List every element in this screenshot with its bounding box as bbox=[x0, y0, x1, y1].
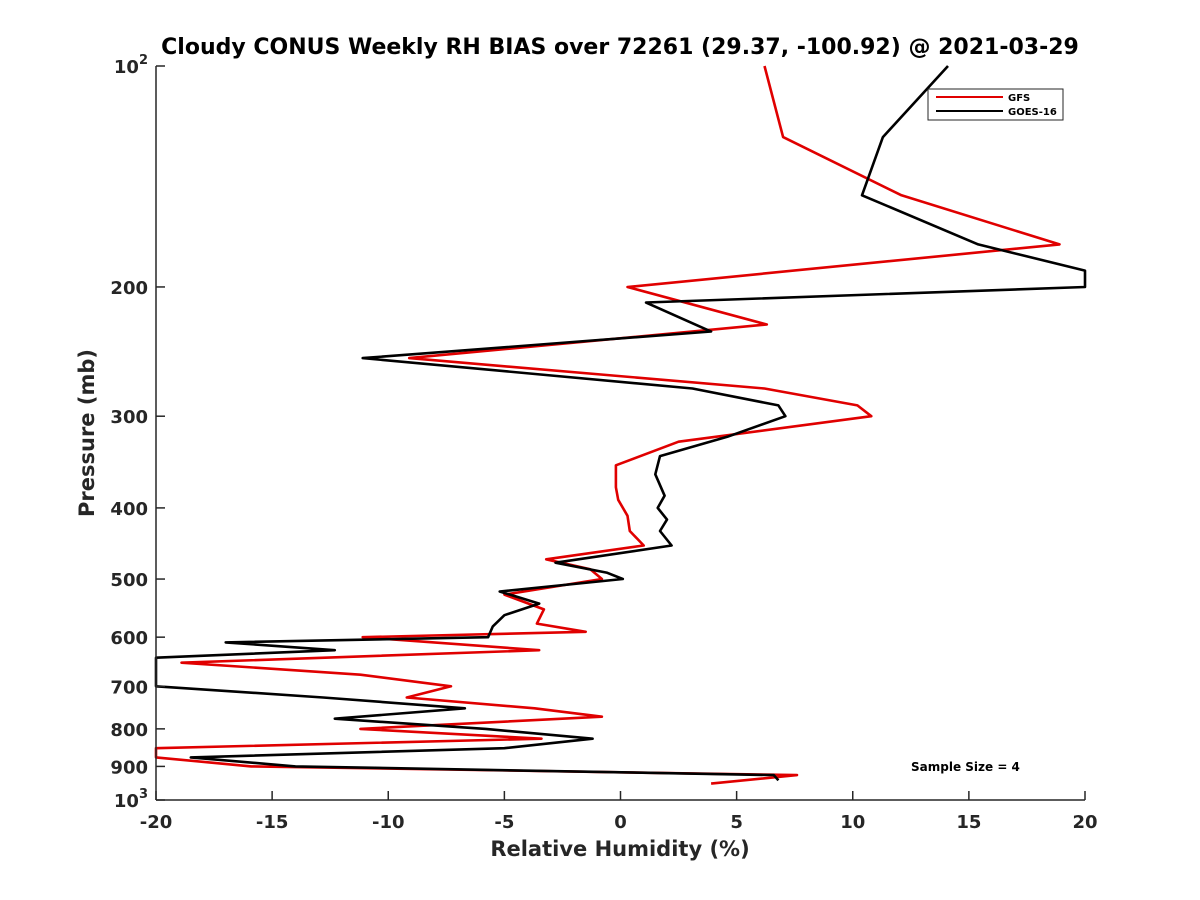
legend: GFS GOES-16 bbox=[927, 88, 1064, 121]
sample-size-annotation: Sample Size = 4 bbox=[911, 760, 1020, 774]
x-tick-label: -15 bbox=[256, 812, 289, 833]
x-tick-label: 20 bbox=[1072, 812, 1097, 833]
x-tick-label: 15 bbox=[956, 812, 981, 833]
x-tick-label: 10 bbox=[840, 812, 865, 833]
y-tick-label: 400 bbox=[110, 499, 148, 520]
y-tick-label: 200 bbox=[110, 278, 148, 299]
series-line-goes16 bbox=[154, 65, 1087, 782]
y-tick-label: 103 bbox=[114, 787, 148, 812]
x-tick-label: 5 bbox=[730, 812, 743, 833]
x-axis-label: Relative Humidity (%) bbox=[490, 837, 749, 861]
x-tick-label: -5 bbox=[494, 812, 514, 833]
y-axis-label: Pressure (mb) bbox=[75, 349, 99, 517]
legend-box bbox=[927, 88, 1064, 121]
series-layer bbox=[154, 65, 1087, 785]
x-tick-label: 0 bbox=[614, 812, 627, 833]
y-tick-label: 300 bbox=[110, 407, 148, 428]
chart-title: Cloudy CONUS Weekly RH BIAS over 72261 (… bbox=[161, 35, 1079, 60]
y-tick-label: 500 bbox=[110, 570, 148, 591]
y-tick-label: 900 bbox=[110, 757, 148, 778]
x-ticks: -20 -15 -10 -5 0 5 10 15 20 bbox=[140, 791, 1098, 833]
y-tick-label: 800 bbox=[110, 720, 148, 741]
y-tick-label: 600 bbox=[110, 628, 148, 649]
plot-area bbox=[156, 66, 1085, 800]
legend-label-gfs: GFS bbox=[1008, 93, 1030, 104]
y-tick-label: 700 bbox=[110, 677, 148, 698]
x-tick-label: -20 bbox=[140, 812, 173, 833]
legend-label-goes16: GOES-16 bbox=[1008, 107, 1057, 118]
y-tick-label: 102 bbox=[114, 53, 148, 78]
y-ticks: 102 200 300 400 500 600 700 800 900 103 bbox=[110, 53, 165, 812]
x-tick-label: -10 bbox=[372, 812, 405, 833]
